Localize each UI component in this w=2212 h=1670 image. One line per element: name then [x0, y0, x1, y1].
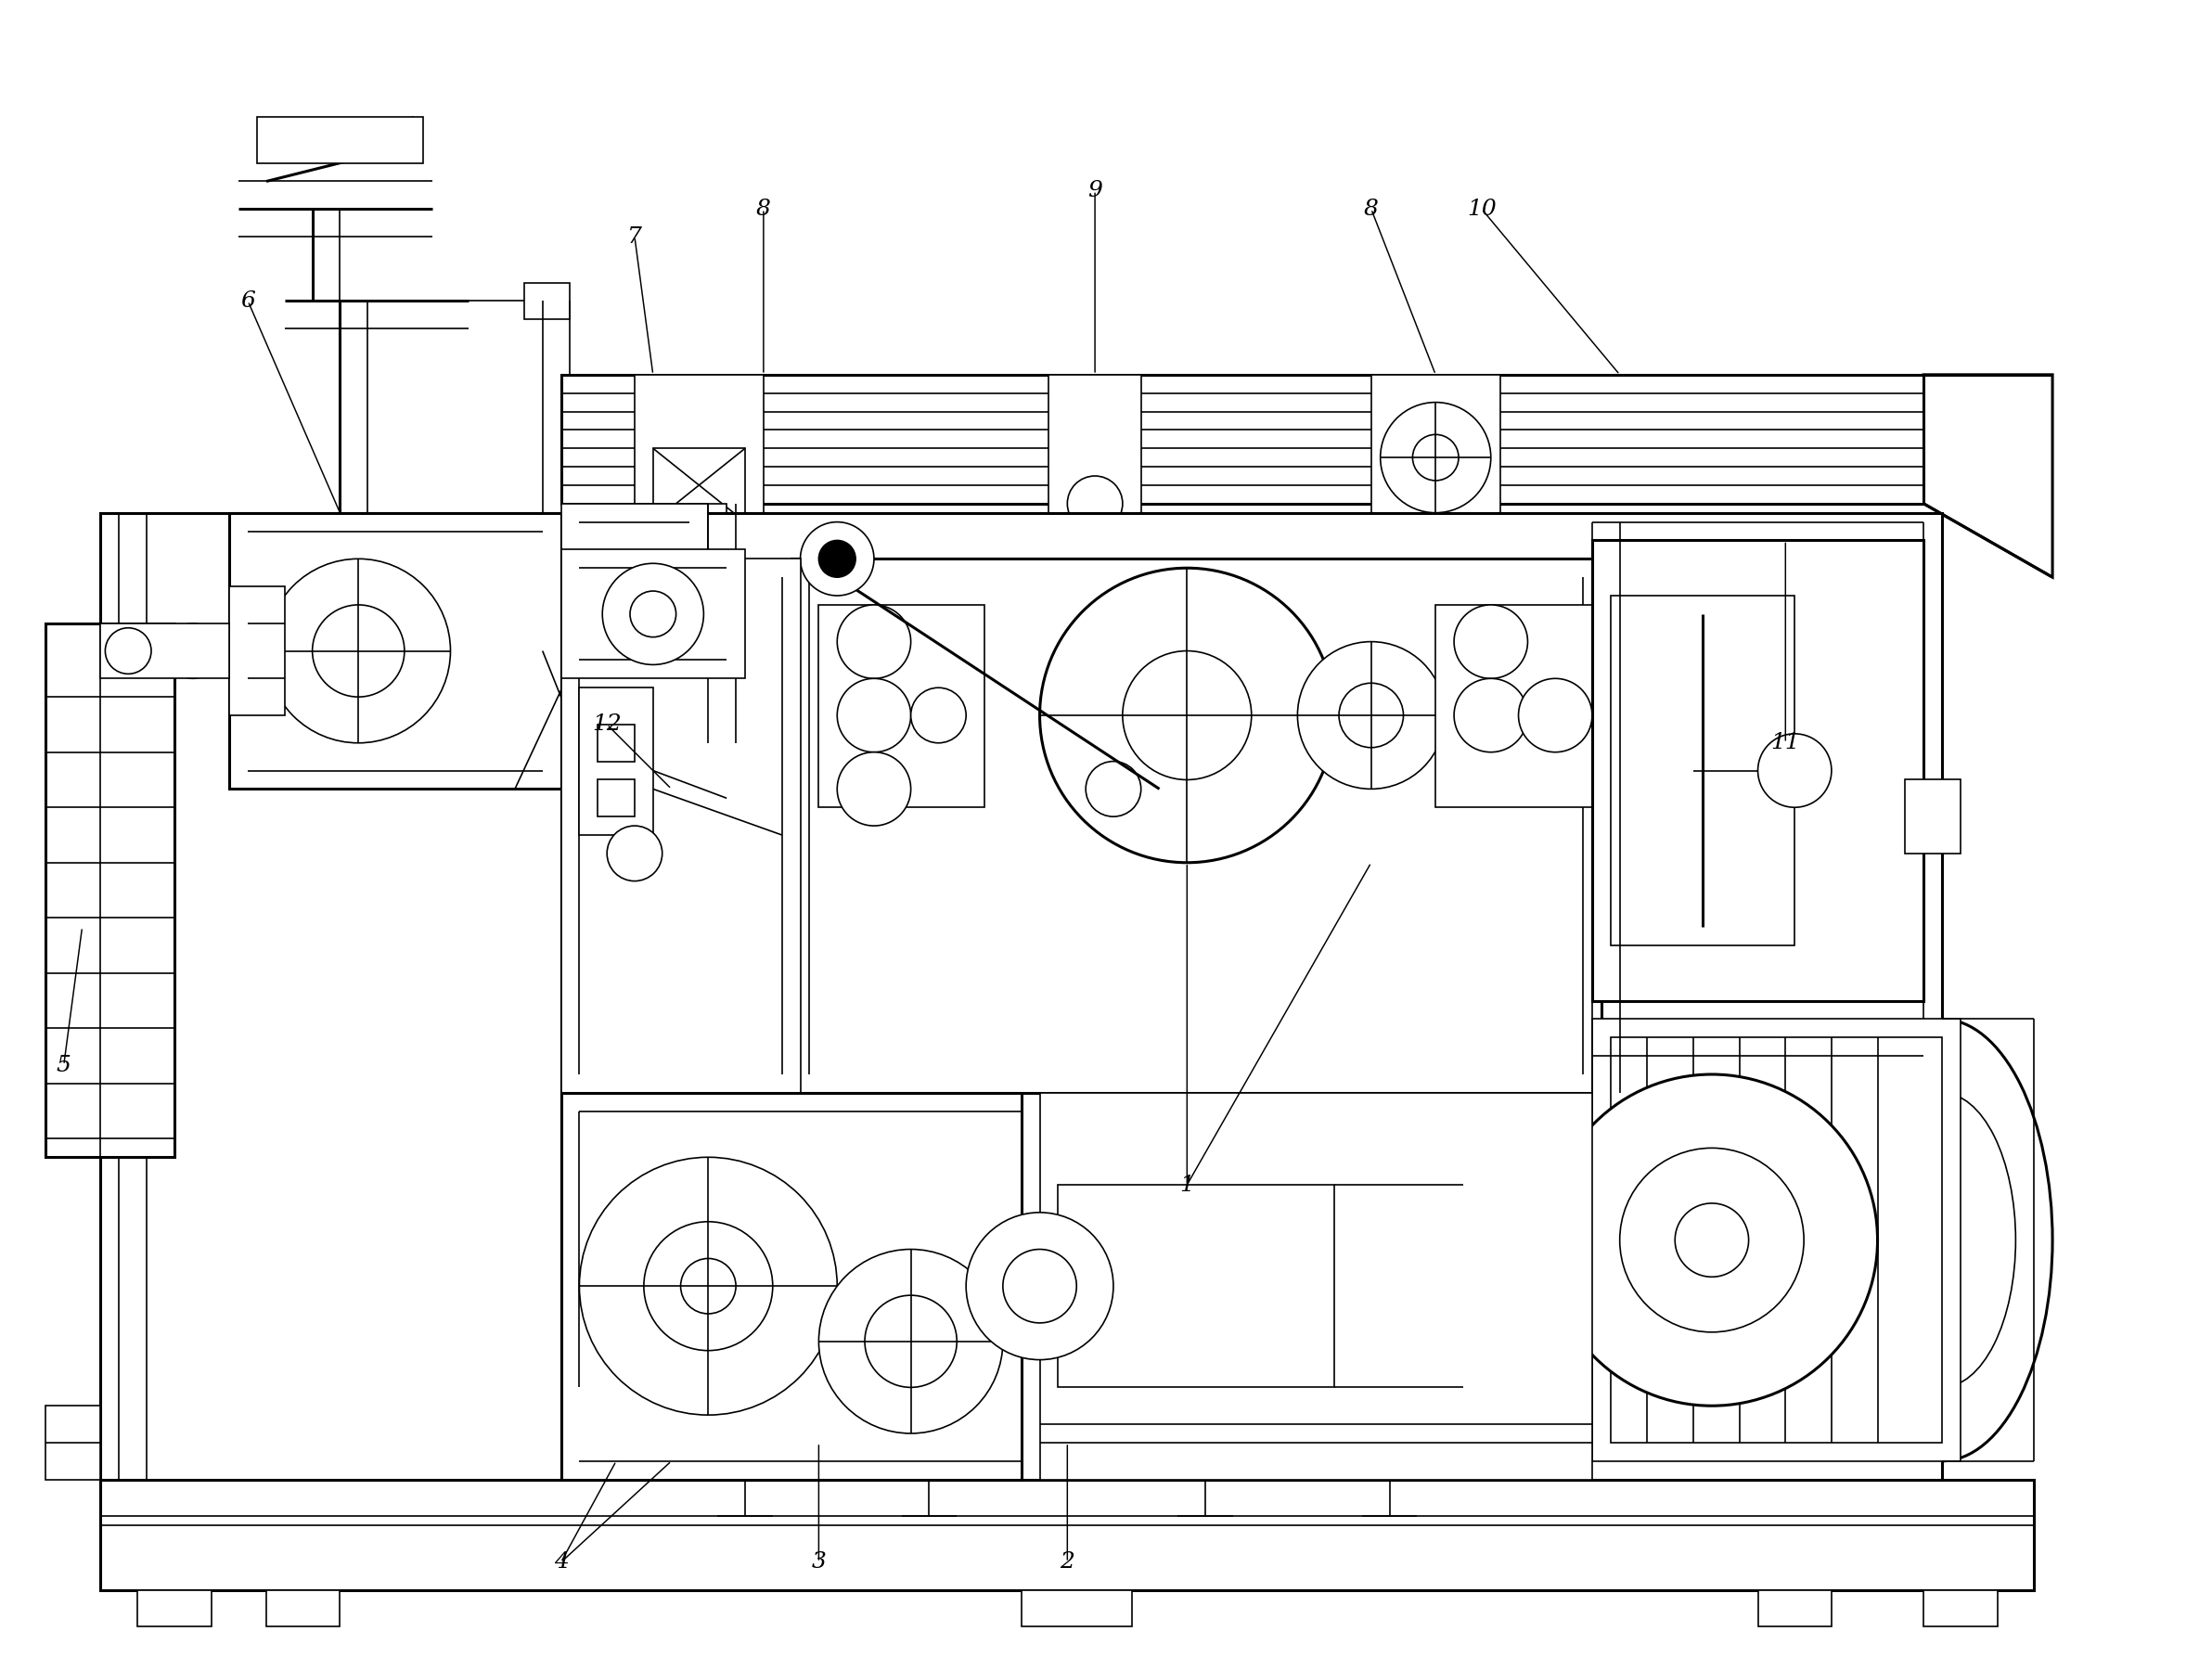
Circle shape: [1121, 651, 1252, 780]
Bar: [562, 504, 708, 578]
Circle shape: [630, 554, 677, 600]
Circle shape: [1546, 1074, 1878, 1406]
Bar: [1040, 1092, 1593, 1480]
Bar: [562, 374, 1924, 504]
Bar: [1371, 374, 1500, 541]
Bar: [46, 1406, 100, 1480]
Circle shape: [818, 1249, 1002, 1433]
Circle shape: [818, 541, 856, 578]
Circle shape: [1453, 605, 1528, 678]
Circle shape: [1674, 1204, 1750, 1278]
Bar: [635, 374, 763, 541]
Text: 12: 12: [593, 713, 622, 735]
Circle shape: [801, 523, 874, 596]
Bar: [1924, 1590, 1997, 1627]
Bar: [1436, 605, 1601, 807]
Circle shape: [580, 1157, 836, 1414]
Text: 11: 11: [1772, 731, 1801, 753]
Circle shape: [1517, 678, 1593, 752]
Bar: [562, 513, 1942, 1480]
Text: 5: 5: [58, 1054, 71, 1075]
Circle shape: [865, 1296, 958, 1388]
Circle shape: [166, 623, 221, 678]
Text: 8: 8: [1365, 199, 1378, 220]
Bar: [1057, 1184, 1334, 1388]
Text: 2: 2: [1060, 1551, 1075, 1573]
Circle shape: [1413, 434, 1458, 481]
Text: 9: 9: [1088, 180, 1102, 202]
Bar: [524, 282, 571, 319]
Bar: [257, 117, 422, 164]
Bar: [137, 1590, 210, 1627]
Bar: [230, 513, 562, 788]
Bar: [100, 513, 562, 1480]
Bar: [562, 549, 745, 678]
Circle shape: [1453, 678, 1528, 752]
Bar: [1759, 1590, 1832, 1627]
Bar: [653, 448, 745, 523]
Circle shape: [1619, 1147, 1803, 1333]
Circle shape: [1380, 402, 1491, 513]
Text: 8: 8: [757, 199, 770, 220]
Text: 6: 6: [241, 291, 254, 312]
Bar: [562, 1092, 1022, 1480]
Bar: [100, 1480, 2035, 1590]
Circle shape: [265, 559, 451, 743]
Circle shape: [1338, 683, 1402, 748]
Circle shape: [1068, 476, 1121, 531]
Circle shape: [597, 523, 708, 633]
Bar: [1022, 1590, 1133, 1627]
Text: 1: 1: [1179, 1174, 1194, 1196]
Bar: [1610, 1037, 1942, 1443]
Circle shape: [681, 1259, 737, 1314]
Circle shape: [606, 825, 661, 882]
Circle shape: [1086, 762, 1141, 817]
Circle shape: [644, 1222, 772, 1351]
Circle shape: [312, 605, 405, 696]
Circle shape: [1298, 641, 1444, 788]
Bar: [100, 623, 230, 678]
Circle shape: [1759, 733, 1832, 807]
Circle shape: [836, 605, 911, 678]
Circle shape: [1040, 568, 1334, 863]
Circle shape: [106, 628, 150, 675]
Circle shape: [630, 591, 677, 636]
Text: 3: 3: [812, 1551, 825, 1573]
Bar: [580, 688, 653, 835]
Bar: [562, 559, 801, 1092]
Bar: [230, 586, 285, 715]
Bar: [580, 504, 728, 651]
Circle shape: [911, 688, 967, 743]
Polygon shape: [1924, 374, 2053, 578]
Bar: [792, 559, 1601, 1092]
Bar: [1593, 541, 1924, 1000]
Text: 10: 10: [1467, 199, 1495, 220]
Bar: [46, 623, 175, 1157]
Circle shape: [967, 1212, 1113, 1359]
Bar: [1048, 374, 1141, 605]
Circle shape: [836, 752, 911, 825]
Circle shape: [836, 678, 911, 752]
Circle shape: [1002, 1249, 1077, 1323]
Bar: [1610, 596, 1794, 945]
Text: 7: 7: [628, 225, 641, 247]
Circle shape: [1082, 544, 1108, 573]
Text: 4: 4: [553, 1551, 568, 1573]
Circle shape: [602, 563, 703, 665]
Bar: [1593, 1019, 1960, 1461]
Bar: [597, 725, 635, 762]
Bar: [1905, 780, 1960, 853]
Bar: [597, 780, 635, 817]
Bar: [818, 605, 984, 807]
Bar: [265, 1590, 341, 1627]
